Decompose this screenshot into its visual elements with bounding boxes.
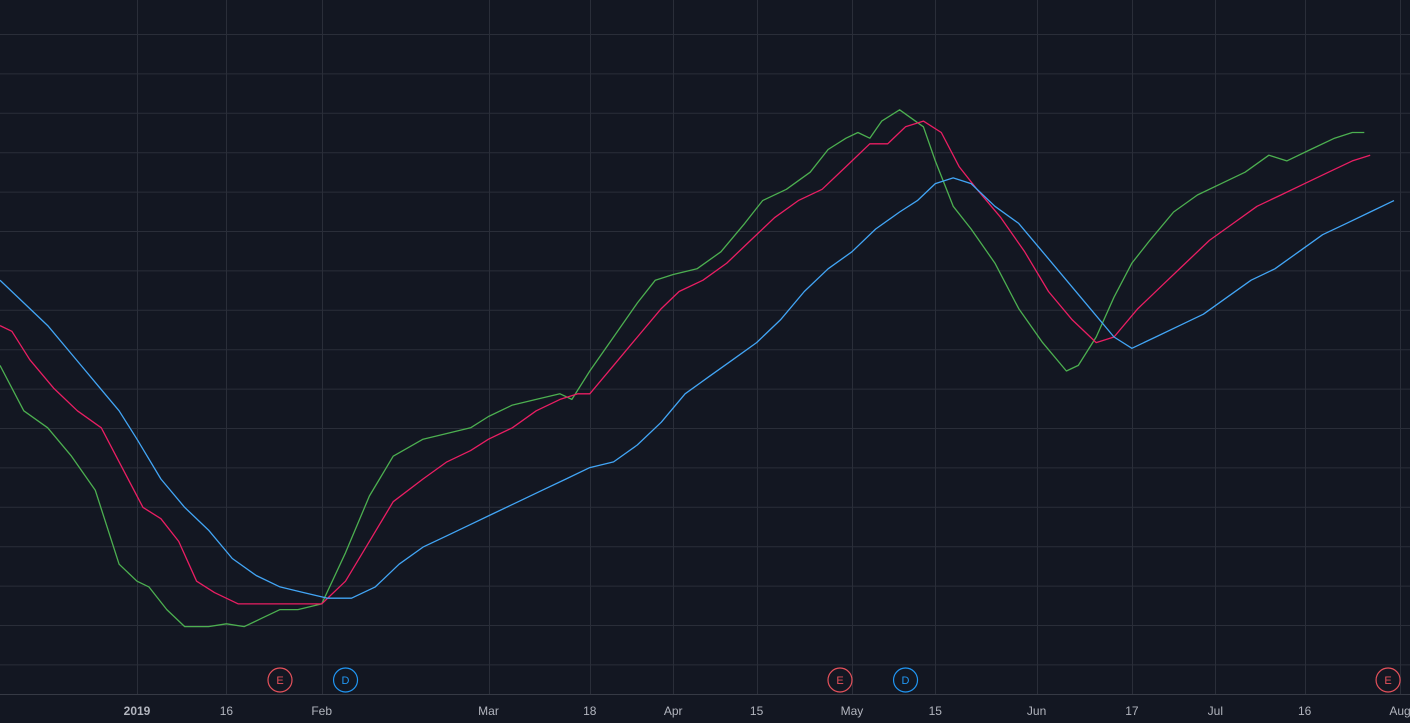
dividend-marker-letter: D	[342, 675, 350, 687]
earnings-marker-letter: E	[276, 675, 283, 687]
earnings-event-marker[interactable]: E	[827, 667, 853, 693]
dividend-marker-circle	[332, 667, 359, 693]
earnings-marker-letter: E	[836, 675, 843, 687]
x-tick-label: Mar	[478, 704, 499, 718]
x-tick-label: 18	[583, 704, 597, 718]
x-tick-label: 16	[1298, 704, 1312, 718]
dividend-event-marker[interactable]: D	[892, 667, 919, 693]
x-tick-label: Aug	[1389, 704, 1410, 718]
series-line-3	[0, 177, 1395, 599]
x-tick-label: May	[841, 704, 864, 718]
earnings-marker-circle	[267, 667, 293, 693]
series-layer	[0, 109, 1395, 628]
dividend-event-marker[interactable]: D	[332, 667, 359, 693]
x-tick-label: Apr	[664, 704, 683, 718]
earnings-marker-circle	[1375, 667, 1401, 693]
grid	[0, 0, 1410, 694]
x-tick-label: Jul	[1208, 704, 1223, 718]
x-tick-label: 15	[750, 704, 764, 718]
series-line-1	[0, 109, 1365, 628]
time-axis[interactable]: 2019 16 Feb Mar 18 Apr 15 May 15 Jun 17 Jul 16 Aug	[124, 704, 1410, 718]
x-tick-label: Jun	[1027, 704, 1046, 718]
earnings-event-marker[interactable]: E	[1375, 667, 1401, 693]
x-tick-label: 16	[220, 704, 234, 718]
earnings-marker-letter: E	[1384, 675, 1391, 687]
dividend-marker-letter: D	[902, 675, 910, 687]
x-tick-label: Feb	[311, 704, 332, 718]
earnings-event-marker[interactable]: E	[267, 667, 293, 693]
earnings-marker-circle	[827, 667, 853, 693]
dividend-marker-circle	[892, 667, 919, 693]
x-tick-label: 15	[929, 704, 943, 718]
x-tick-label: 17	[1125, 704, 1139, 718]
series-line-2	[0, 120, 1371, 605]
x-tick-label: 2019	[124, 704, 151, 718]
